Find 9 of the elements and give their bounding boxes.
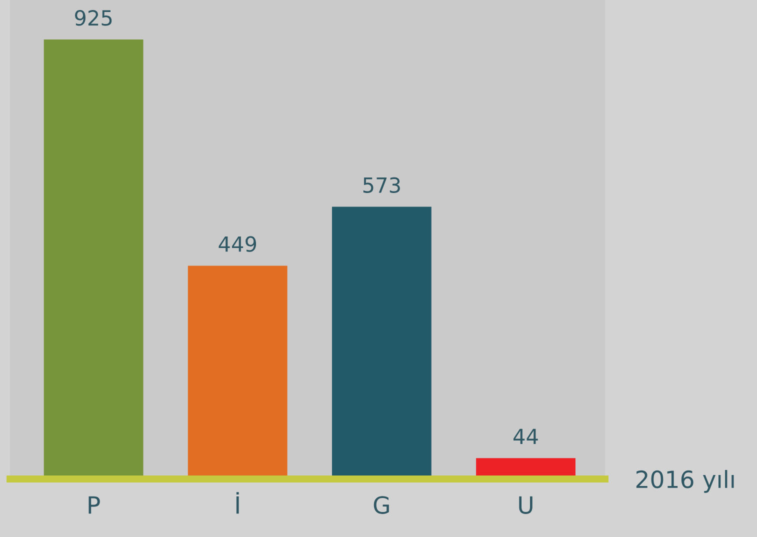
x-axis-title: 2016 yılı bbox=[636, 470, 734, 493]
x-tick-label: G bbox=[374, 496, 389, 514]
data-label: 449 bbox=[218, 236, 256, 252]
data-label: 44 bbox=[514, 428, 538, 444]
data-label: 925 bbox=[74, 10, 112, 26]
x-tick-label: P bbox=[88, 496, 100, 514]
x-tick-label: U bbox=[519, 496, 532, 514]
data-label: 573 bbox=[363, 177, 400, 194]
x-tick-label: İ bbox=[236, 492, 239, 514]
